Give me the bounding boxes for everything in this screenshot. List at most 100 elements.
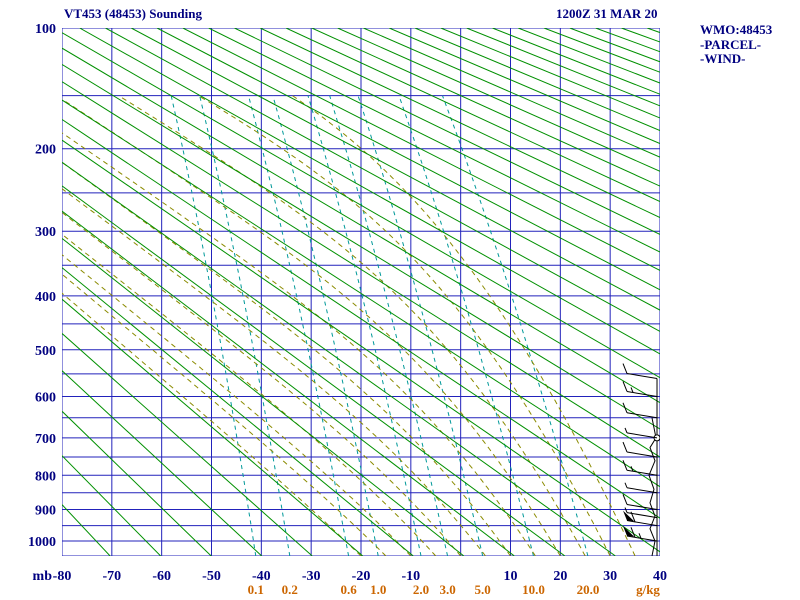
dry-adiabat-line (62, 161, 616, 556)
pressure-label: 600 (35, 390, 56, 405)
wind-barb-full (622, 460, 628, 471)
mixing-ratio-line (398, 95, 534, 556)
mixing-ratio-label: 10.0 (522, 582, 545, 597)
wind-barb-stem (626, 487, 658, 494)
mixing-ratio-axis-labels: 0.1 0.2 0.6 1.0 2.0 3.0 5.0 10.0 20.0 (248, 582, 600, 597)
moist-adiabat-line (62, 292, 362, 556)
mixing-ratio-line (272, 95, 379, 556)
mixing-ratio-line (248, 95, 350, 556)
temperature-label: -20 (352, 569, 371, 584)
mixing-ratio-label: 1.0 (370, 582, 386, 597)
dry-adiabat-line (62, 210, 515, 556)
wind-barb-stem (626, 520, 658, 527)
dry-adiabat-line (156, 28, 660, 291)
pressure-label: 900 (35, 503, 56, 518)
mixing-ratio-line (442, 95, 589, 556)
wind-barb-full (630, 527, 636, 538)
wind-barb-full (622, 402, 628, 413)
wind-barb-stem (626, 390, 658, 397)
temperature-label: -60 (152, 569, 171, 584)
dry-adiabat-line (259, 28, 660, 219)
pressure-label: 1000 (28, 535, 56, 550)
wind-barb-half (638, 533, 642, 539)
pressure-label: 300 (35, 225, 56, 240)
moist-adiabat-line (62, 98, 561, 556)
dry-adiabat-line (62, 81, 660, 458)
dry-adiabat-line (543, 28, 660, 73)
dry-adiabat-line (62, 266, 414, 556)
dry-adiabat-line (182, 28, 660, 272)
wind-barb-half (630, 387, 634, 393)
dry-adiabat-line (62, 185, 566, 556)
mixing-ratio-line (307, 95, 422, 556)
wind-barb-stem (626, 469, 658, 476)
temperature-label: -30 (302, 569, 321, 584)
wind-barb-stem (626, 432, 658, 439)
dry-adiabat-line (337, 28, 660, 172)
mixing-ratio-unit-label: g/kg (636, 582, 660, 597)
pressure-axis-labels: 100 200 300 400 500 600 700 800 900 1000 (28, 22, 56, 550)
sonde-trace (648, 417, 657, 556)
dry-adiabat-line (234, 28, 660, 235)
pressure-unit-label: mb (33, 569, 53, 584)
wind-barb-stem (626, 451, 658, 458)
mixing-ratio-label: 0.1 (248, 582, 264, 597)
mixing-ratio-label: 5.0 (475, 582, 491, 597)
dry-adiabat-line (646, 28, 660, 34)
wind-barb-half (624, 427, 628, 434)
wind-barb-full (622, 441, 628, 453)
wind-barb-flag (623, 526, 635, 537)
pressure-label: 800 (35, 469, 56, 484)
moist-adiabat-line (62, 161, 511, 556)
temperature-axis-labels: -80 -70 -60 -50 -40 -30 -20 -10 10 20 30 40 (53, 569, 667, 584)
dry-adiabat-line (105, 28, 660, 333)
chart-valid-time: 1200Z 31 MAR 20 (556, 6, 657, 21)
dry-adiabats (62, 28, 660, 556)
dry-adiabat-line (285, 28, 660, 203)
dry-adiabat-line (62, 139, 660, 553)
legend-parcel-label: -PARCEL- (700, 37, 761, 52)
mixing-ratio-label: 0.6 (340, 582, 357, 597)
dry-adiabat-line (208, 28, 660, 253)
wind-barb-stack (622, 363, 660, 556)
dry-adiabat-line (62, 332, 313, 556)
wind-barb-half (630, 466, 634, 472)
dry-adiabat-line (62, 118, 660, 519)
dry-adiabat-line (414, 28, 660, 132)
moist-adiabat-line (62, 132, 536, 556)
dry-adiabat-line (130, 28, 660, 311)
temperature-label: 10 (504, 569, 518, 584)
temperature-label: 30 (603, 569, 617, 584)
dry-adiabat-line (62, 298, 364, 556)
dry-adiabat-line (62, 32, 660, 379)
dry-adiabat-line (311, 28, 660, 187)
dry-adiabat-line (388, 28, 660, 145)
wind-barb-stem (626, 503, 658, 510)
dry-adiabat-line (62, 63, 660, 430)
legend-station-id: WMO:48453 (700, 22, 773, 37)
wind-barb-full (622, 494, 628, 505)
temperature-label: 20 (553, 569, 567, 584)
dry-adiabat-line (440, 28, 660, 119)
dry-adiabat-line (621, 28, 660, 43)
isobar-isotherm-grid (62, 28, 660, 556)
wind-barb-full (622, 381, 628, 392)
mixing-ratio-line (329, 95, 449, 556)
wind-barb-flag (623, 510, 635, 522)
pressure-label: 500 (35, 344, 56, 359)
dry-adiabat-line (62, 455, 162, 556)
moist-adiabat-line (62, 254, 412, 556)
wind-barb-stem (626, 412, 658, 419)
pressure-label: 400 (35, 290, 56, 305)
moist-adiabat-line (292, 95, 636, 556)
temperature-label: 40 (653, 569, 667, 584)
temperature-label: -80 (53, 569, 72, 584)
dry-adiabat-line (62, 237, 465, 556)
moist-adiabat-line (62, 188, 486, 556)
moist-adiabats (62, 95, 636, 556)
temperature-label: -50 (202, 569, 221, 584)
wind-barb-half (624, 482, 628, 488)
dry-adiabat-line (79, 28, 660, 355)
